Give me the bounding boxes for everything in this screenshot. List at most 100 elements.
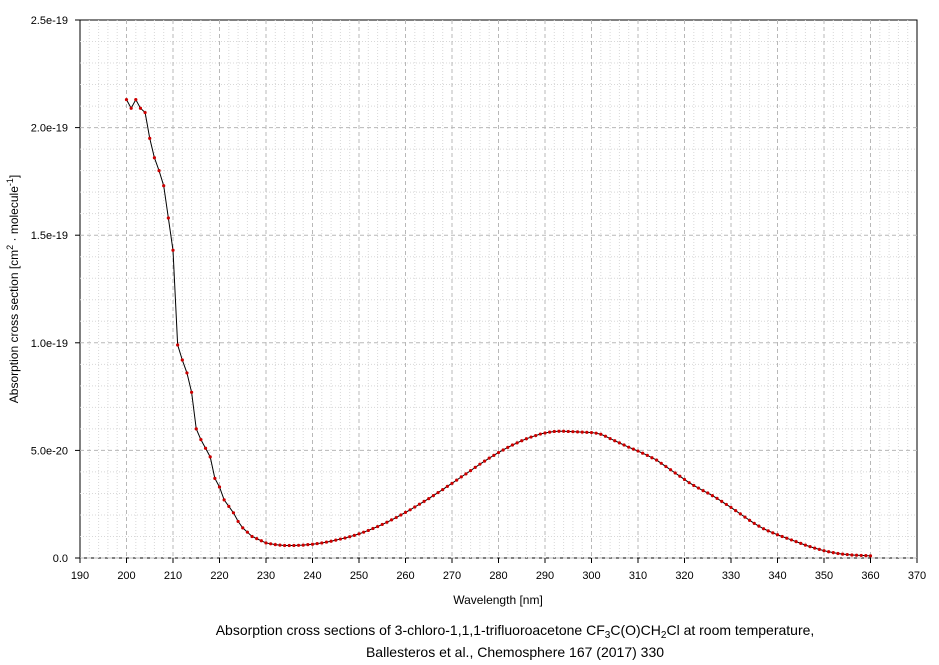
y-tick-label: 2.0e-19 xyxy=(31,123,68,135)
data-point xyxy=(520,439,524,443)
data-point xyxy=(171,248,175,252)
y-tick-label: 0.0 xyxy=(53,553,68,565)
data-point xyxy=(780,534,784,539)
data-point xyxy=(283,543,287,548)
data-point xyxy=(715,496,719,500)
caption-text: Cl at room temperature, xyxy=(666,622,815,638)
data-point xyxy=(180,358,184,362)
data-point xyxy=(264,541,268,545)
data-point xyxy=(789,538,794,542)
data-point xyxy=(185,371,189,375)
data-point xyxy=(357,532,361,536)
data-point xyxy=(757,524,761,528)
data-point xyxy=(817,547,821,551)
data-point xyxy=(436,490,440,495)
data-point xyxy=(668,468,673,472)
y-tick-label: 1.5e-19 xyxy=(31,230,68,242)
data-point xyxy=(157,169,161,173)
cross-section-chart: 190 200 210 220 230 240 250 260 270 280 290 300 310 3… xyxy=(5,15,926,607)
data-point xyxy=(543,431,547,435)
data-point xyxy=(245,530,249,534)
data-point xyxy=(148,136,152,140)
data-point xyxy=(738,512,742,516)
data-point xyxy=(734,509,738,513)
data-point xyxy=(594,431,598,435)
data-point xyxy=(376,524,380,529)
data-point xyxy=(613,439,617,443)
data-point xyxy=(636,449,640,453)
data-point xyxy=(241,526,245,530)
data-point xyxy=(836,551,840,556)
data-point xyxy=(501,448,505,452)
data-point xyxy=(575,430,580,434)
data-point xyxy=(650,456,654,460)
data-point xyxy=(571,430,575,434)
data-point xyxy=(752,521,756,525)
data-point xyxy=(413,505,417,509)
x-tick-label: 200 xyxy=(117,570,135,582)
data-point xyxy=(399,513,403,517)
data-point xyxy=(227,504,231,508)
data-point xyxy=(348,535,352,539)
data-point xyxy=(687,481,691,485)
data-point xyxy=(371,526,375,531)
data-point xyxy=(524,437,529,441)
data-point xyxy=(455,478,459,482)
data-point xyxy=(441,487,445,492)
x-tick-label: 320 xyxy=(675,570,693,582)
data-point xyxy=(515,441,519,445)
x-tick-label: 350 xyxy=(815,570,833,582)
data-point xyxy=(808,544,812,549)
data-point xyxy=(701,489,705,493)
data-point xyxy=(682,477,687,482)
data-point xyxy=(162,184,166,188)
data-point xyxy=(255,537,259,541)
data-point xyxy=(278,543,282,547)
data-point xyxy=(310,542,315,546)
data-point xyxy=(482,459,487,463)
data-point xyxy=(696,486,701,490)
data-point xyxy=(334,538,338,542)
data-point xyxy=(222,498,226,502)
y-tick-label: 2.5e-19 xyxy=(31,15,68,27)
data-point xyxy=(129,106,133,110)
caption-line-1: Absorption cross sections of 3-chloro-1,… xyxy=(0,622,939,641)
data-point xyxy=(845,552,849,557)
data-point xyxy=(678,474,682,478)
data-point xyxy=(487,456,491,460)
y-tick-label: 5.0e-20 xyxy=(31,445,68,457)
data-point xyxy=(803,543,808,547)
data-point xyxy=(329,539,333,543)
data-point xyxy=(785,536,789,540)
data-point xyxy=(534,433,538,438)
y-axis-title-part: · molecule xyxy=(7,186,21,245)
x-tick-label: 220 xyxy=(210,570,228,582)
data-point xyxy=(827,550,831,554)
x-tick-label: 210 xyxy=(164,570,182,582)
data-point xyxy=(622,443,626,447)
data-point xyxy=(859,553,863,558)
data-point xyxy=(217,485,222,489)
data-point xyxy=(641,451,645,455)
y-axis-title-part: ] xyxy=(7,175,21,178)
data-point xyxy=(645,453,649,457)
x-tick-label: 270 xyxy=(443,570,461,582)
data-point xyxy=(362,530,366,534)
series-markers xyxy=(124,98,873,558)
data-point xyxy=(445,484,449,488)
data-point xyxy=(366,528,370,533)
data-point xyxy=(599,432,603,436)
data-point xyxy=(794,540,798,544)
data-point xyxy=(431,493,435,498)
major-gridlines xyxy=(80,20,917,559)
data-point xyxy=(720,499,724,503)
data-point xyxy=(166,216,170,220)
data-point xyxy=(617,441,622,445)
data-point xyxy=(236,519,240,524)
data-point xyxy=(450,481,454,485)
data-point xyxy=(385,520,389,524)
data-point xyxy=(124,98,129,102)
data-point xyxy=(822,549,826,553)
data-point xyxy=(478,462,482,466)
data-point xyxy=(199,438,203,442)
